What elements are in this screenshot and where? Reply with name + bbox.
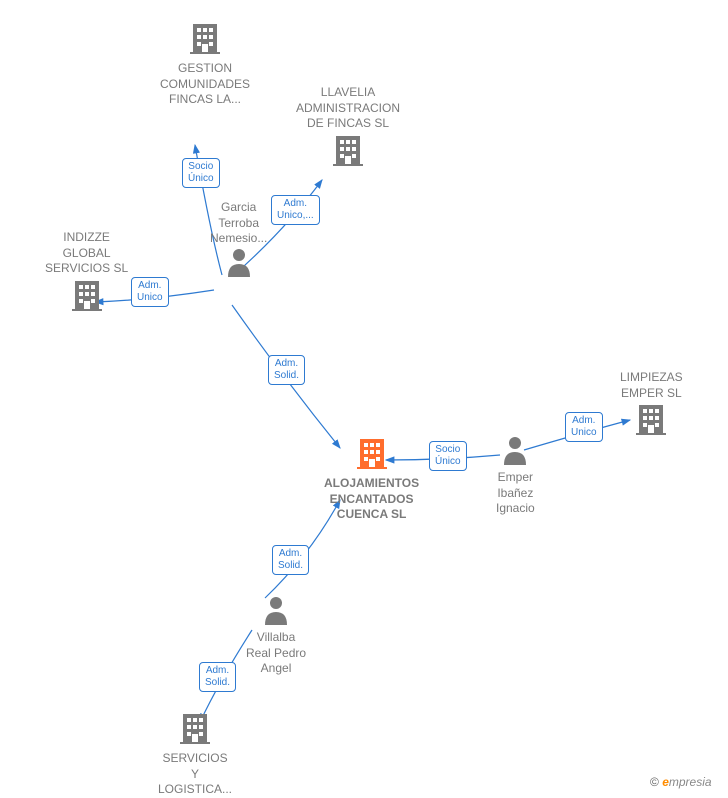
node-aloja[interactable]: ALOJAMIENTOS ENCANTADOS CUENCA SL	[324, 435, 419, 523]
node-label: ALOJAMIENTOS ENCANTADOS CUENCA SL	[324, 476, 419, 523]
node-garcia[interactable]: Garcia Terroba Nemesio...	[210, 200, 267, 282]
edge-label: Adm. Unico,...	[271, 195, 320, 225]
node-indizze[interactable]: INDIZZE GLOBAL SERVICIOS SL	[45, 230, 128, 318]
edge-label: Adm. Unico	[565, 412, 603, 442]
brand-e: e	[662, 775, 669, 789]
node-emper_p[interactable]: Emper Ibañez Ignacio	[496, 435, 535, 517]
node-label: Garcia Terroba Nemesio...	[210, 200, 267, 247]
edge-label: Adm. Solid.	[272, 545, 309, 575]
node-limpiezas[interactable]: LIMPIEZAS EMPER SL	[620, 370, 683, 442]
node-servicios[interactable]: SERVICIOS Y LOGISTICA...	[158, 710, 232, 798]
building-icon	[633, 401, 669, 442]
edge-label: Socio Único	[182, 158, 220, 188]
diagram-canvas: GESTION COMUNIDADES FINCAS LA... LLAVELIA…	[0, 0, 728, 795]
copyright-symbol: ©	[650, 775, 659, 789]
node-label: INDIZZE GLOBAL SERVICIOS SL	[45, 230, 128, 277]
building-icon	[69, 277, 105, 318]
edge-label: Socio Único	[429, 441, 467, 471]
brand-rest: mpresia	[669, 775, 712, 789]
node-label: Emper Ibañez Ignacio	[496, 470, 535, 517]
building-icon	[330, 132, 366, 173]
building-icon	[354, 435, 390, 476]
edge-label: Adm. Unico	[131, 277, 169, 307]
node-gestion[interactable]: GESTION COMUNIDADES FINCAS LA...	[160, 20, 250, 108]
node-villalba[interactable]: Villalba Real Pedro Angel	[246, 595, 306, 677]
node-label: SERVICIOS Y LOGISTICA...	[158, 751, 232, 798]
node-label: LLAVELIA ADMINISTRACION DE FINCAS SL	[296, 85, 400, 132]
building-icon	[177, 710, 213, 751]
copyright: © empresia	[650, 775, 712, 789]
building-icon	[187, 20, 223, 61]
node-label: LIMPIEZAS EMPER SL	[620, 370, 683, 401]
person-icon	[225, 247, 253, 282]
node-label: GESTION COMUNIDADES FINCAS LA...	[160, 61, 250, 108]
node-label: Villalba Real Pedro Angel	[246, 630, 306, 677]
node-llavelia[interactable]: LLAVELIA ADMINISTRACION DE FINCAS SL	[296, 85, 400, 173]
edge-label: Adm. Solid.	[268, 355, 305, 385]
person-icon	[501, 435, 529, 470]
person-icon	[262, 595, 290, 630]
edge-label: Adm. Solid.	[199, 662, 236, 692]
